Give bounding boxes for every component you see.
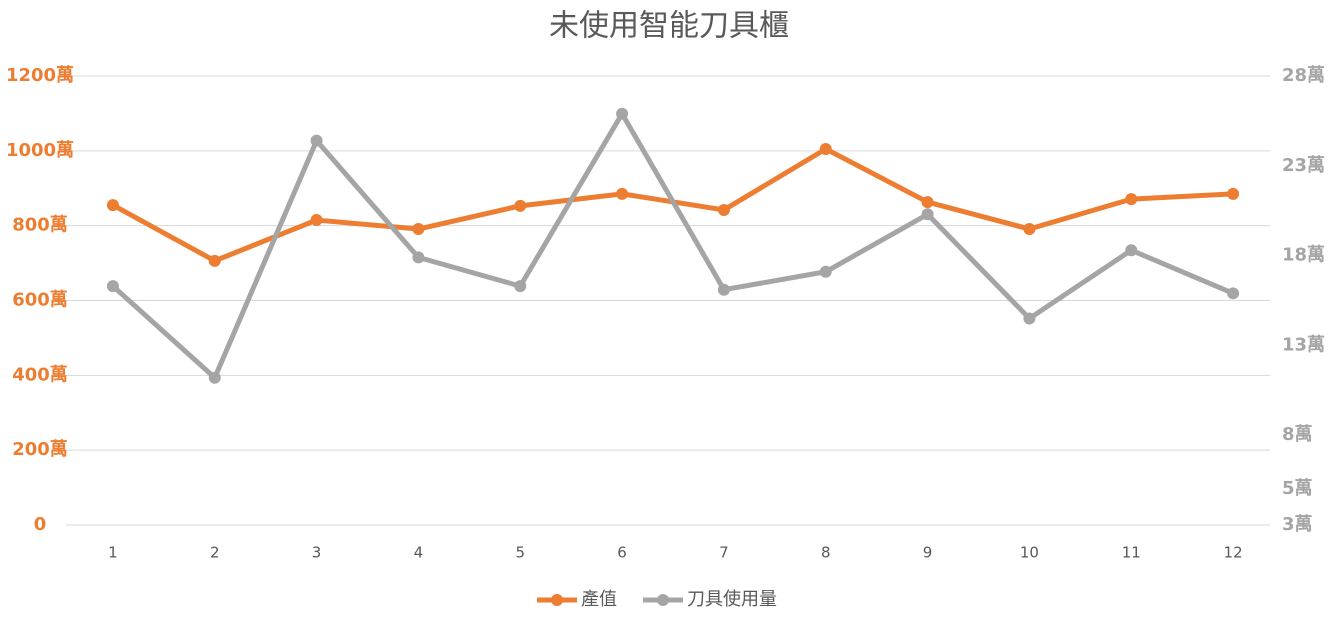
y2-tick-label: 28萬: [1282, 65, 1325, 86]
data-point: [921, 196, 934, 209]
legend-marker: [657, 594, 669, 606]
data-point: [1125, 193, 1138, 206]
x-tick-label: 6: [617, 544, 627, 562]
x-tick-label: 8: [821, 544, 831, 562]
data-point: [106, 280, 119, 293]
x-tick-label: 9: [923, 544, 933, 562]
x-tick-label: 5: [515, 544, 525, 562]
data-point: [106, 199, 119, 212]
x-tick-label: 11: [1122, 544, 1141, 562]
y-tick-label: 600萬: [12, 290, 68, 311]
data-point: [1023, 312, 1036, 325]
data-point: [819, 265, 832, 278]
data-point: [616, 107, 629, 120]
y2-tick-label: 8萬: [1282, 424, 1313, 445]
data-point: [616, 187, 629, 200]
y2-tick-label: 23萬: [1282, 155, 1325, 176]
y-tick-label: 800萬: [12, 215, 68, 236]
y2-tick-label: 13萬: [1282, 334, 1325, 355]
y-tick-label: 1000萬: [6, 140, 74, 161]
data-point: [717, 203, 730, 216]
chart-title: 未使用智能刀具櫃: [549, 9, 789, 44]
data-point: [1227, 187, 1240, 200]
x-tick-label: 1: [108, 544, 118, 562]
data-point: [514, 280, 527, 293]
y-tick-label: 200萬: [12, 439, 68, 460]
y2-tick-label: 3萬: [1282, 514, 1313, 535]
data-point: [717, 283, 730, 296]
data-point: [310, 214, 323, 227]
data-point: [1023, 223, 1036, 236]
x-tick-label: 12: [1224, 544, 1243, 562]
x-tick-label: 3: [312, 544, 322, 562]
x-tick-label: 10: [1020, 544, 1039, 562]
data-point: [819, 142, 832, 155]
data-point: [1125, 244, 1138, 257]
data-point: [208, 371, 221, 384]
data-point: [514, 199, 527, 212]
data-point: [921, 208, 934, 221]
legend-label: 產值: [581, 589, 617, 610]
data-point: [412, 223, 425, 236]
data-point: [412, 251, 425, 264]
y-tick-label: 1200萬: [6, 65, 74, 86]
x-tick-label: 4: [414, 544, 424, 562]
data-point: [1227, 287, 1240, 300]
x-tick-label: 7: [719, 544, 729, 562]
y2-tick-label: 18萬: [1282, 245, 1325, 266]
legend-label: 刀具使用量: [687, 589, 777, 610]
y2-tick-label: 5萬: [1282, 478, 1313, 499]
series-line: [111, 111, 1235, 381]
y-tick-label: 0: [34, 514, 47, 535]
data-point: [208, 254, 221, 267]
x-tick-label: 2: [210, 544, 220, 562]
legend-marker: [551, 594, 563, 606]
y-tick-label: 400萬: [12, 364, 68, 385]
data-point: [310, 134, 323, 147]
